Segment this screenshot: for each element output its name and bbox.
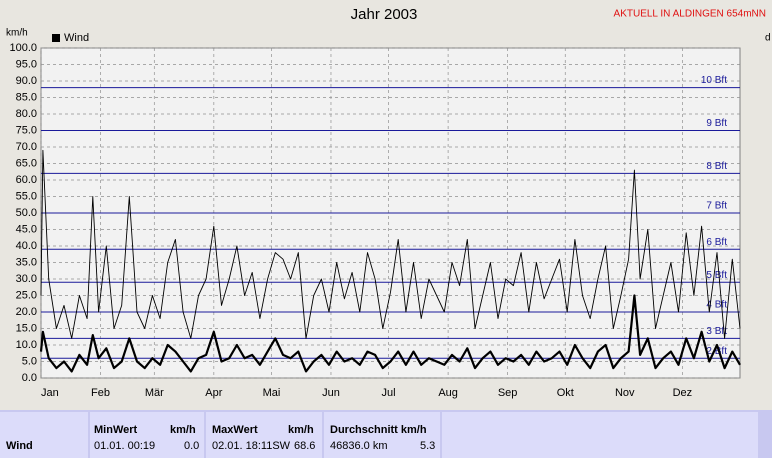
y-tick-label: 0.0 [22,372,37,384]
y-tick-label: 15.0 [16,322,37,334]
series-line [39,294,741,373]
stats-table: Wind MinWert km/h 01.01. 00:19 0.0 MaxWe… [0,410,772,458]
header: MinWert [94,424,138,436]
y-tick-label: 55.0 [16,190,37,202]
cell [442,412,758,458]
series-line [40,149,741,339]
bft-label: 4 Bft [706,300,727,311]
bft-label: 6 Bft [706,237,727,248]
cell-text: 68.6 [294,440,316,452]
y-tick-label: 100.0 [9,42,37,54]
header: km/h [288,424,314,436]
cell: MinWert km/h 01.01. 00:19 0.0 [90,412,204,458]
header: km/h [170,424,196,436]
cell-text: 46836.0 km [330,440,388,452]
y-tick-label: 95.0 [16,58,37,70]
y-tick-label: 80.0 [16,108,37,120]
bft-label: 7 Bft [706,201,727,212]
header: Durchschnitt km/h [330,424,427,436]
legend-label: Wind [64,32,89,44]
bft-label: 10 Bft [701,75,727,86]
x-tick-label: Mai [263,387,281,399]
cell-text: 02.01. 18:11SW [212,440,291,452]
cell-text: 0.0 [184,440,200,452]
y-tick-label: 35.0 [16,256,37,268]
bft-label: 3 Bft [706,326,727,337]
y-tick-label: 70.0 [16,141,37,153]
cell-text: 5.3 [420,440,436,452]
y-tick-label: 25.0 [16,289,37,301]
x-tick-label: Aug [438,387,458,399]
y-tick-label: 75.0 [16,124,37,136]
cell: MaxWert km/h 02.01. 18:11SW 68.6 [206,412,322,458]
right-label: d [765,33,771,44]
bft-label: 2 Bft [706,346,727,357]
y-tick-label: 20.0 [16,306,37,318]
bft-label: 9 Bft [706,118,727,129]
chart-title: Jahr 2003 [351,6,418,23]
chart: Jahr 2003 AKTUELL IN ALDINGEN 654mNN km/… [6,6,771,399]
header: MaxWert [212,424,258,436]
station-note: AKTUELL IN ALDINGEN 654mNN [614,9,766,20]
x-tick-label: Dez [673,387,693,399]
y-tick-label: 65.0 [16,157,37,169]
x-tick-label: Mär [145,387,164,399]
y-tick-label: 5.0 [22,355,37,367]
x-tick-label: Nov [615,387,635,399]
y-tick-label: 40.0 [16,240,37,252]
y-axis-label: km/h [6,28,28,39]
bft-label: 5 Bft [706,270,727,281]
cell: Wind [0,412,88,458]
y-tick-label: 10.0 [16,339,37,351]
cell-text: 01.01. 00:19 [94,440,156,452]
cell: Durchschnitt km/h 46836.0 km 5.3 [324,412,440,458]
y-tick-label: 50.0 [16,207,37,219]
legend-swatch [52,34,60,42]
y-tick-label: 45.0 [16,223,37,235]
x-tick-label: Okt [557,387,574,399]
x-tick-label: Sep [498,387,518,399]
x-tick-label: Apr [205,387,222,399]
y-tick-label: 30.0 [16,273,37,285]
row-label: Wind [6,440,33,452]
y-tick-label: 90.0 [16,75,37,87]
x-tick-label: Jul [382,387,396,399]
x-tick-label: Feb [91,387,110,399]
y-tick-label: 60.0 [16,174,37,186]
x-tick-label: Jan [41,387,59,399]
bft-label: 8 Bft [706,161,727,172]
x-tick-label: Jun [322,387,340,399]
y-tick-label: 85.0 [16,91,37,103]
